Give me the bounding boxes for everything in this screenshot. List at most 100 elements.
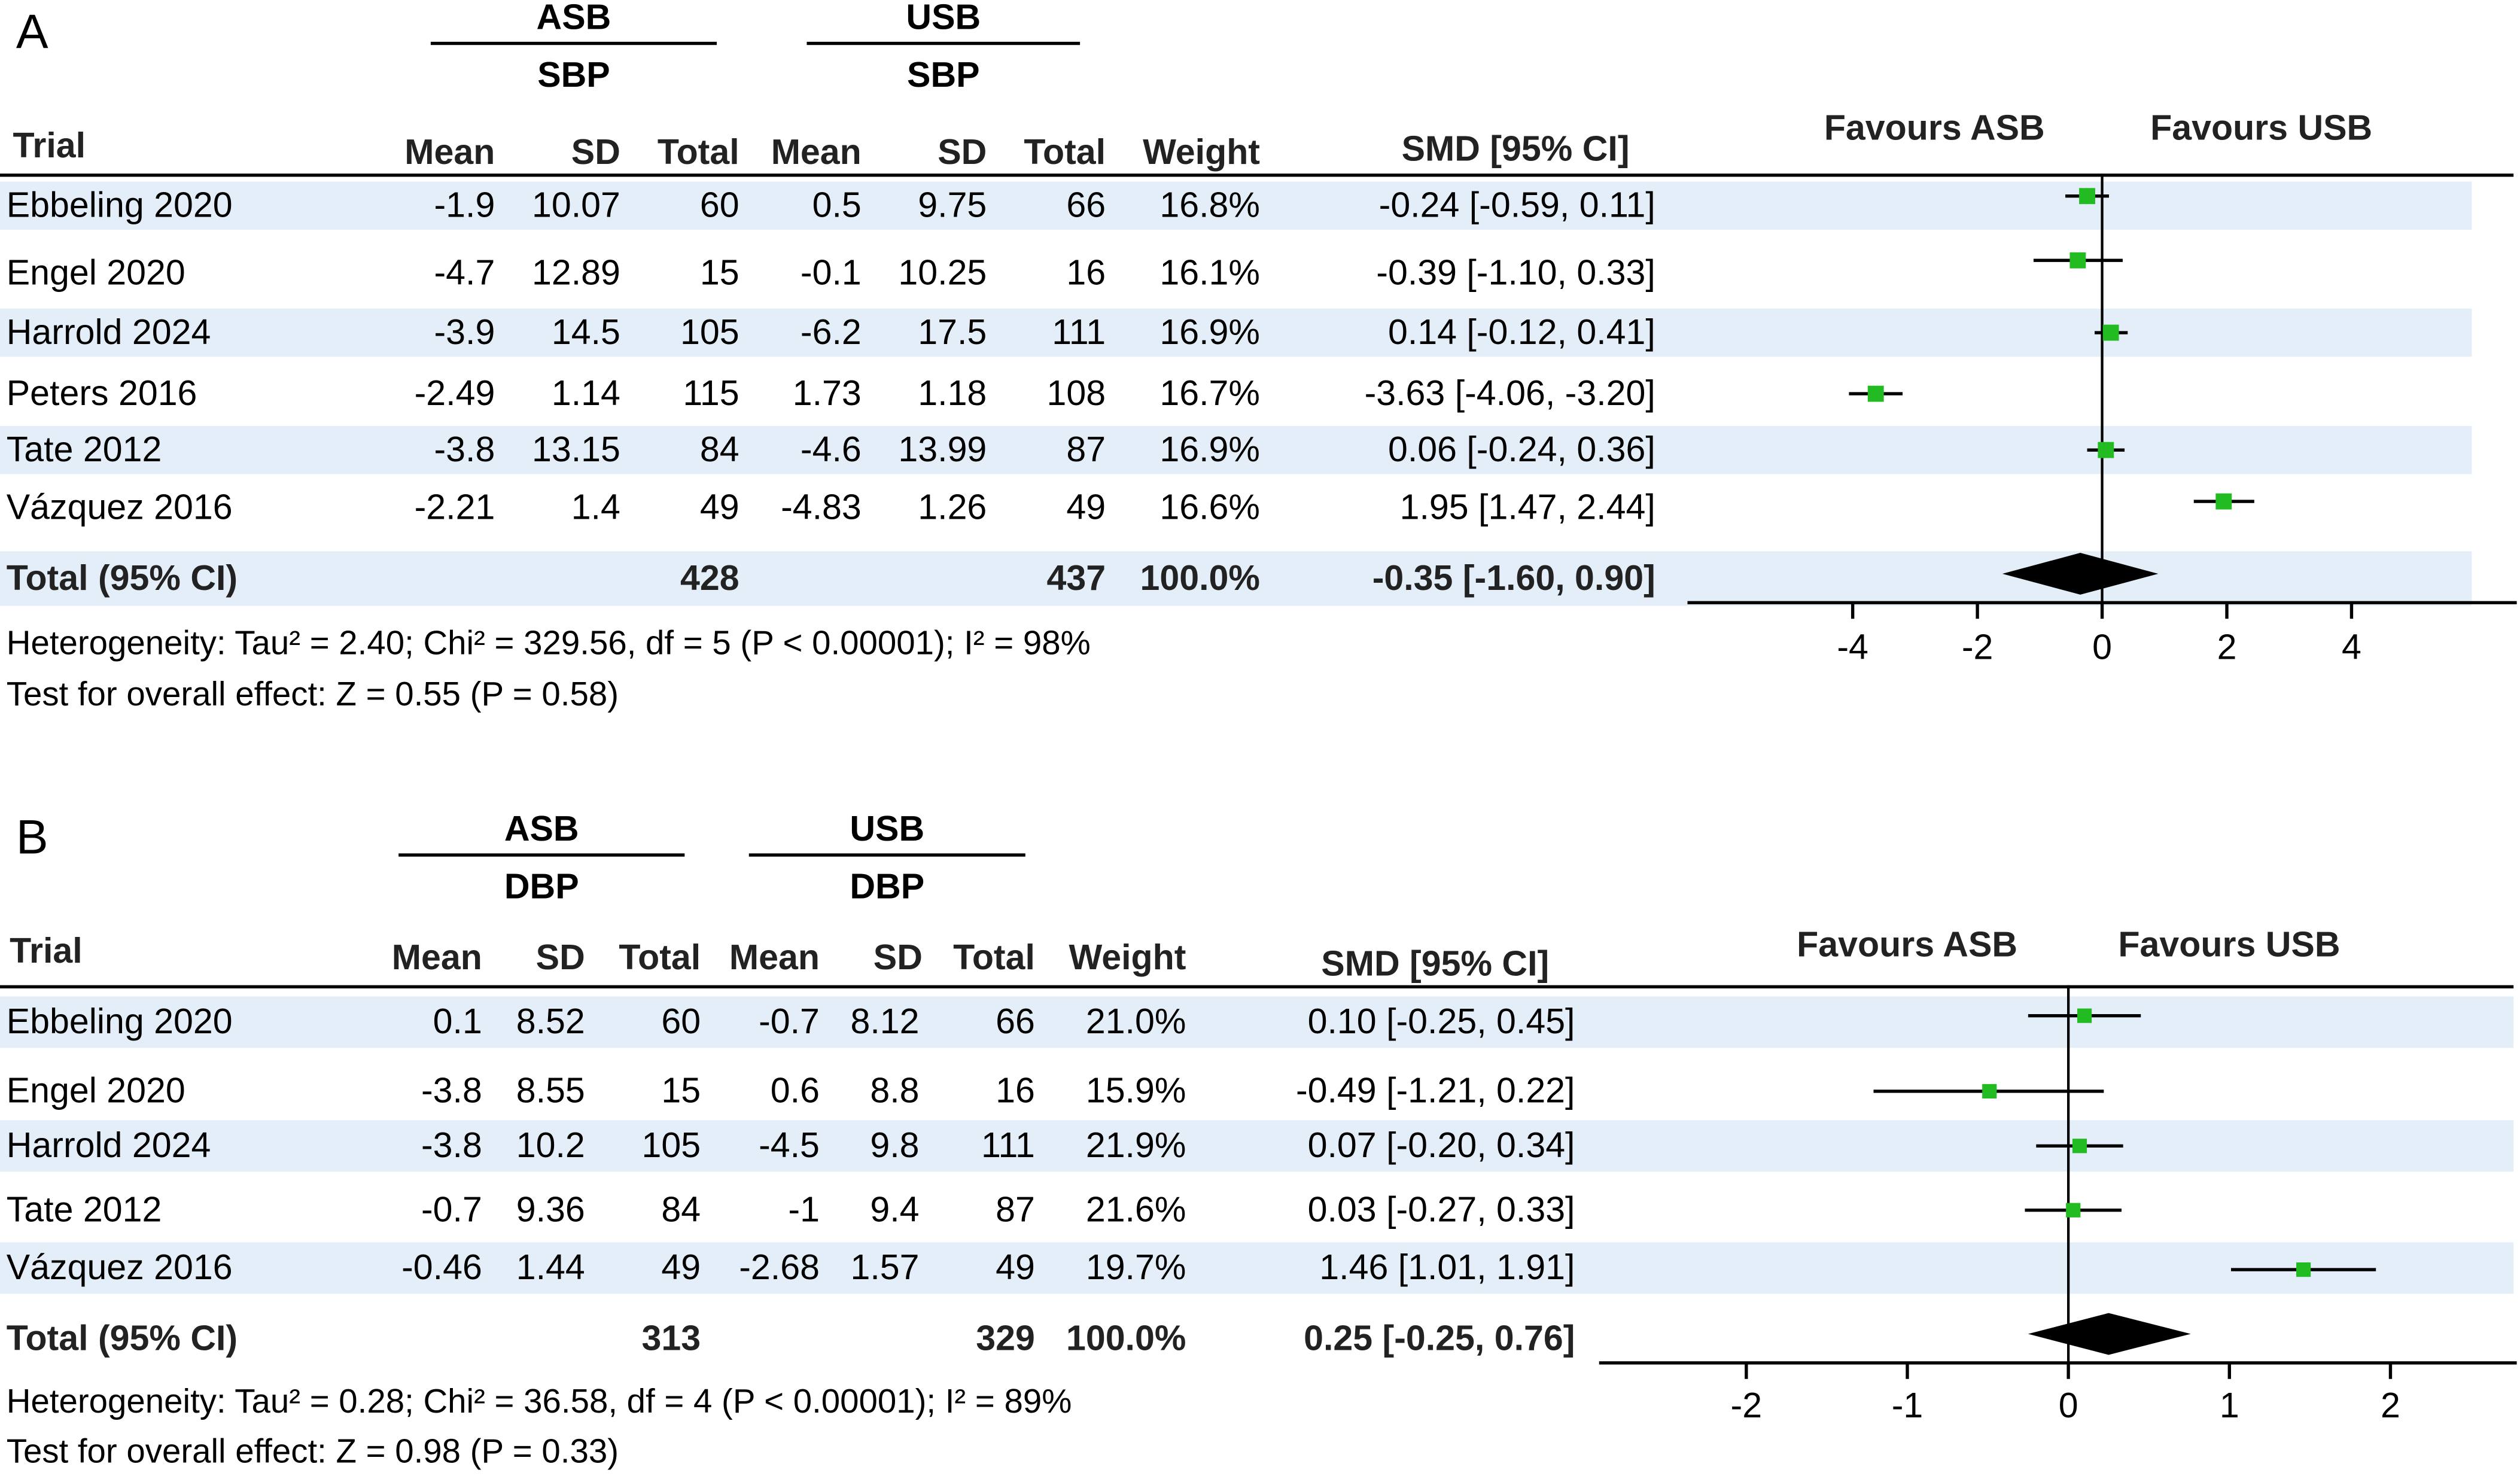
mean-2: -4.83	[781, 486, 862, 528]
total-2: 111	[1052, 312, 1106, 352]
mean-2: -1	[788, 1189, 820, 1230]
trial-name: Harrold 2024	[6, 1125, 211, 1165]
sd-1: 8.52	[516, 1001, 585, 1042]
smd-ci: -0.35 [-1.60, 0.90]	[1372, 558, 1655, 598]
panel-a: A ASB SBP USB SBP Trial Mean SD Total Me…	[0, 0, 2517, 714]
group2-label: USB	[748, 808, 1025, 857]
col-header-smd: SMD [95% CI]	[1321, 943, 1550, 984]
smd-ci: -3.63 [-4.06, -3.20]	[1364, 373, 1655, 413]
sd-2: 13.99	[898, 429, 987, 470]
table-row: Tate 2012 -3.8 13.15 84 -4.6 13.99 87 16…	[0, 425, 2472, 474]
sd-2: 8.8	[870, 1070, 920, 1111]
weight: 16.8%	[1159, 184, 1260, 226]
weight: 16.7%	[1159, 373, 1260, 413]
trial-name: Ebbeling 2020	[6, 1001, 233, 1042]
col-header-trial: Trial	[10, 930, 83, 971]
total-label: Total (95% CI)	[6, 1317, 238, 1358]
total-1: 105	[680, 312, 739, 352]
mean-2: -0.1	[800, 252, 862, 293]
total-2: 16	[996, 1070, 1035, 1111]
group1-header: ASB DBP	[398, 808, 685, 908]
col-header-weight: Weight	[1143, 132, 1260, 172]
col-header-sd: SD	[571, 132, 620, 172]
weight: 21.6%	[1085, 1189, 1186, 1230]
weight: 19.7%	[1085, 1247, 1186, 1288]
sd-1: 8.55	[516, 1070, 585, 1111]
table-row: Tate 2012 -0.7 9.36 84 -1 9.4 87 21.6% 0…	[0, 1185, 2513, 1236]
group2-header: USB DBP	[748, 808, 1025, 908]
trial-name: Ebbeling 2020	[6, 184, 233, 226]
pooled-diamond	[2002, 553, 2159, 595]
mean-1: -4.7	[434, 252, 495, 293]
weight: 100.0%	[1140, 558, 1260, 598]
total-1: 60	[699, 184, 739, 226]
table-row: Vázquez 2016 -0.46 1.44 49 -2.68 1.57 49…	[0, 1242, 2514, 1294]
total-2: 111	[981, 1125, 1035, 1165]
col-header-mean: Mean	[771, 132, 862, 172]
col-header-weight: Weight	[1069, 937, 1186, 978]
group2-header: USB SBP	[806, 0, 1081, 96]
mean-1: -3.8	[434, 429, 495, 470]
effect-marker	[1982, 1084, 1997, 1099]
sd-2: 9.4	[870, 1189, 920, 1230]
total-row: Total (95% CI) 313 329 100.0% 0.25 [-0.2…	[0, 1313, 1607, 1365]
header-rule	[0, 174, 2514, 177]
trial-name: Engel 2020	[6, 252, 185, 293]
heterogeneity-text: Heterogeneity: Tau² = 2.40; Chi² = 329.5…	[6, 625, 1091, 662]
group1-header: ASB SBP	[430, 0, 717, 96]
x-tick-label: 1	[2220, 1386, 2239, 1425]
sd-2: 1.18	[918, 373, 987, 413]
mean-1: -3.9	[434, 312, 495, 352]
x-tick-label: 4	[2342, 627, 2361, 667]
table-row: Peters 2016 -2.49 1.14 115 1.73 1.18 108…	[0, 370, 2472, 418]
trial-name: Tate 2012	[6, 429, 162, 470]
mean-1: -2.21	[414, 486, 495, 528]
col-header-smd: SMD [95% CI]	[1401, 128, 1630, 169]
col-header-total: Total	[619, 937, 701, 978]
trial-name: Peters 2016	[6, 373, 197, 413]
weight: 100.0%	[1066, 1317, 1186, 1358]
total-2: 49	[1066, 486, 1106, 528]
sd-1: 13.15	[531, 429, 620, 470]
mean-1: -3.8	[421, 1070, 482, 1111]
trial-name: Vázquez 2016	[6, 1247, 233, 1288]
effect-marker	[2296, 1262, 2311, 1277]
total-1: 84	[699, 429, 739, 470]
sd-1: 1.44	[516, 1247, 585, 1288]
x-tick-label: -2	[1962, 627, 1994, 667]
total-label: Total (95% CI)	[6, 558, 238, 598]
favours-right-label: Favours USB	[2118, 924, 2341, 964]
table-row: Ebbeling 2020 0.1 8.52 60 -0.7 8.12 66 2…	[0, 996, 2514, 1048]
sd-1: 10.2	[516, 1125, 585, 1165]
favours-right-label: Favours USB	[2150, 107, 2373, 148]
x-tick-label: -4	[1837, 627, 1868, 667]
pooled-diamond	[2028, 1313, 2191, 1355]
mean-1: -2.49	[414, 373, 495, 413]
col-header-sd: SD	[938, 132, 987, 172]
effect-marker	[2102, 324, 2119, 341]
sd-2: 10.25	[898, 252, 987, 293]
total-2: 66	[996, 1001, 1035, 1042]
table-row: Harrold 2024 -3.9 14.5 105 -6.2 17.5 111…	[0, 308, 2472, 357]
effect-marker	[2079, 188, 2095, 205]
total-2: 108	[1046, 373, 1106, 413]
outcome-label: DBP	[504, 866, 579, 907]
x-tick-label: -1	[1892, 1386, 1924, 1425]
sd-1: 12.89	[531, 252, 620, 293]
panel-b: B ASB DBP USB DBP Trial Mean SD Total Me…	[0, 808, 2520, 1478]
favours-left-label: Favours ASB	[1797, 924, 2018, 964]
header-rule	[0, 985, 2514, 989]
mean-2: -4.5	[759, 1125, 820, 1165]
group1-label: ASB	[430, 0, 717, 45]
total-1: 313	[641, 1317, 701, 1358]
sd-2: 1.26	[918, 486, 987, 528]
table-row: Vázquez 2016 -2.21 1.4 49 -4.83 1.26 49 …	[0, 484, 2472, 532]
mean-1: -1.9	[434, 184, 495, 226]
mean-2: -4.6	[800, 429, 862, 470]
smd-ci: -0.24 [-0.59, 0.11]	[1378, 184, 1655, 226]
effect-marker	[2098, 442, 2114, 458]
mean-1: 0.1	[433, 1001, 482, 1042]
x-tick-label: -2	[1731, 1386, 1763, 1425]
total-2: 437	[1046, 558, 1106, 598]
